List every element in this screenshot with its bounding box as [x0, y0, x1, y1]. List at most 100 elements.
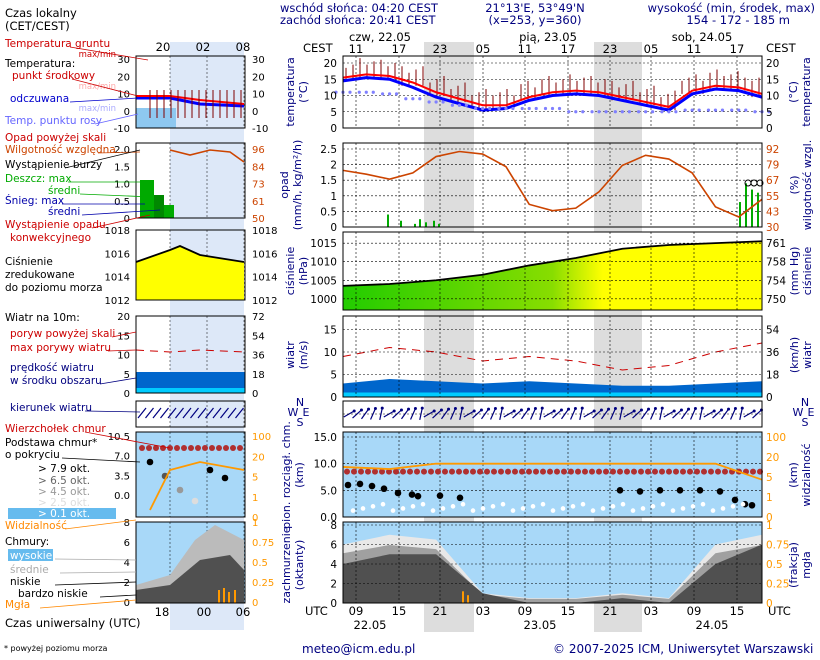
compass-letter: N: [296, 396, 304, 409]
legend-label: do poziomu morza: [5, 282, 103, 294]
legend-top-dot: [223, 445, 229, 451]
cloud-base-white: [440, 506, 446, 511]
dew-point: [613, 110, 617, 114]
legend-tick-left: 0: [124, 214, 130, 225]
precip-axis-label: opad (mm/h, kg/m²/h): [278, 140, 304, 231]
altitude-label: wysokość (min, środek, max): [648, 1, 815, 15]
cloud-top-dot: [680, 468, 686, 475]
dew-point: [371, 90, 375, 94]
legend-connector: [107, 349, 137, 352]
legend-label: kierunek wiatru: [10, 402, 92, 414]
dew-point: [557, 106, 562, 111]
night-band: [594, 316, 642, 397]
legend-tick-left: 0.0: [114, 491, 130, 502]
cloud-top-dot: [470, 468, 476, 475]
wind-arrow-head: [573, 407, 577, 411]
axis-tick-right: 0: [766, 512, 773, 524]
rain-bar: [751, 189, 753, 227]
compass-letter: N: [801, 396, 809, 409]
axis-tick-right: 55: [766, 191, 779, 203]
legend-base-dot: [191, 497, 199, 505]
wind-arrow-head: [373, 407, 377, 411]
axis-tick-right: 0.25: [766, 579, 789, 591]
dew-point: [567, 110, 571, 114]
cloud-base-white: [550, 508, 556, 513]
dew-point: [357, 90, 361, 94]
legend-wind-arrow: [220, 407, 229, 419]
axis-tick-right: 0.5: [766, 559, 783, 571]
wind-arrow-head: [413, 407, 417, 411]
legend-tick-right: 1012: [252, 296, 277, 307]
cloud-top-dot: [575, 468, 581, 475]
legend-tick-left: 20: [117, 312, 130, 323]
legend-top-dot: [181, 445, 187, 451]
legend-tick-left: 10: [117, 90, 130, 101]
legend-label: Wiatr na 10m:: [5, 312, 80, 324]
legend-tick-left: 7.0: [114, 452, 130, 463]
wind-arrow-head: [752, 409, 756, 413]
grid-text: (x=253, y=360): [488, 13, 581, 27]
axis-tick-left: 5: [330, 370, 337, 382]
legend-label: max/min: [79, 82, 116, 92]
cover-axis-label-line: zachmurzenie: [280, 526, 293, 603]
panel-border: [342, 400, 763, 428]
legend-connector: [99, 377, 137, 385]
legend-connector: [54, 558, 137, 561]
legend-base-dot: [176, 486, 184, 494]
cloud-top-dot: [547, 468, 553, 475]
night-band: [424, 143, 474, 227]
wind-arrow-head: [392, 409, 396, 413]
rain-bar: [387, 214, 389, 227]
wind-kmh-label: (km/h) wiatr: [788, 337, 814, 373]
wind-arrow-head: [540, 406, 544, 410]
legend-connector: [61, 457, 141, 463]
footer-email[interactable]: meteo@icm.edu.pl: [302, 642, 415, 656]
cloud-base-dot: [748, 501, 756, 509]
cloud-top-dot: [414, 468, 420, 475]
wind-arrow-head: [700, 406, 704, 410]
bottom-hour-label: 21: [433, 604, 448, 618]
legend-tick-right: 54: [252, 331, 265, 342]
dew-point: [744, 108, 748, 112]
cloud-top-dot: [701, 468, 707, 475]
cloud-top-dot: [722, 468, 728, 475]
legend-label: Ciśnienie: [5, 256, 53, 268]
legend-tick-right: 0: [252, 107, 258, 118]
axis-tick-right: 67: [766, 175, 779, 187]
wind-arrow-head: [679, 408, 683, 412]
dew-point: [488, 106, 492, 111]
dew-point: [418, 97, 422, 101]
dew-point: [434, 100, 438, 104]
legend-time-title: (CET/CEST): [5, 19, 70, 33]
wind-arrow-head: [592, 409, 596, 413]
cloud-base-dot: [616, 487, 624, 494]
dew-point: [697, 108, 701, 112]
cloud-base-white: [570, 504, 576, 509]
panel-border: [342, 315, 763, 398]
wind-arrow-head: [647, 407, 651, 411]
dew-point: [404, 97, 408, 101]
cloudbase-axis-label-line: (km): [293, 462, 306, 488]
rain-bar: [438, 223, 440, 227]
cloud-base-white: [650, 504, 656, 509]
legend-tick-left: 1.0: [114, 180, 130, 191]
legend-tick-left: 1014: [105, 273, 130, 284]
rain-bar: [419, 219, 421, 227]
legend-label: Temp. punktu rosy: [4, 115, 102, 127]
dew-point: [667, 110, 671, 114]
legend-label: Mgła: [5, 599, 30, 611]
cloudbase-axis-label-line: pion. rozciągł. chm.: [280, 421, 293, 529]
legend-top-dot: [237, 445, 243, 451]
cloud-top-dot: [498, 468, 504, 475]
dew-point: [364, 90, 368, 94]
dew-point: [394, 92, 399, 96]
cloud-base-dot: [394, 489, 402, 497]
legend-bottom-hour: 06: [236, 605, 251, 619]
legend-label: Deszcz: max: [5, 173, 72, 185]
fog-bar: [467, 595, 469, 603]
legend-wind-arrow: [197, 407, 207, 419]
dew-point: [644, 110, 648, 114]
cloud-base-white: [630, 508, 636, 513]
legend-wind-arrow: [235, 407, 244, 419]
wind-arrow-head: [559, 408, 563, 412]
